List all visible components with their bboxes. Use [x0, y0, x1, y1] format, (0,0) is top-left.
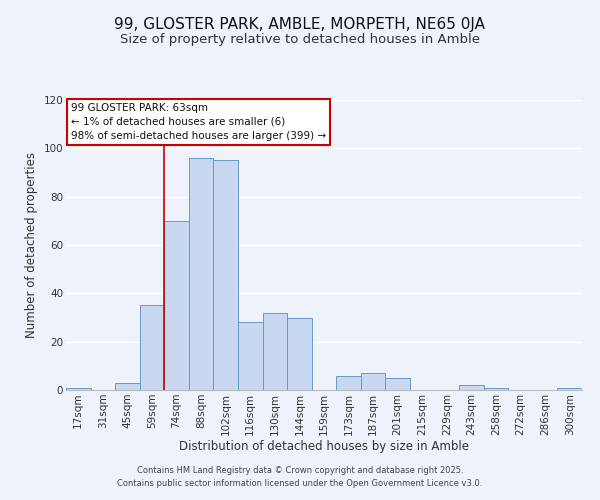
Text: Size of property relative to detached houses in Amble: Size of property relative to detached ho… — [120, 32, 480, 46]
Bar — [336, 376, 361, 390]
Bar — [238, 322, 263, 390]
Bar — [189, 158, 214, 390]
Y-axis label: Number of detached properties: Number of detached properties — [25, 152, 38, 338]
Bar — [115, 383, 140, 390]
Bar — [385, 378, 410, 390]
Text: Contains HM Land Registry data © Crown copyright and database right 2025.
Contai: Contains HM Land Registry data © Crown c… — [118, 466, 482, 487]
Bar — [263, 312, 287, 390]
Bar — [459, 385, 484, 390]
Bar — [164, 221, 189, 390]
Text: 99 GLOSTER PARK: 63sqm
← 1% of detached houses are smaller (6)
98% of semi-detac: 99 GLOSTER PARK: 63sqm ← 1% of detached … — [71, 103, 326, 141]
Text: 99, GLOSTER PARK, AMBLE, MORPETH, NE65 0JA: 99, GLOSTER PARK, AMBLE, MORPETH, NE65 0… — [115, 18, 485, 32]
Bar — [140, 306, 164, 390]
Bar — [361, 373, 385, 390]
Bar — [66, 388, 91, 390]
Bar — [557, 388, 582, 390]
Bar — [287, 318, 312, 390]
Bar — [484, 388, 508, 390]
X-axis label: Distribution of detached houses by size in Amble: Distribution of detached houses by size … — [179, 440, 469, 454]
Bar — [214, 160, 238, 390]
